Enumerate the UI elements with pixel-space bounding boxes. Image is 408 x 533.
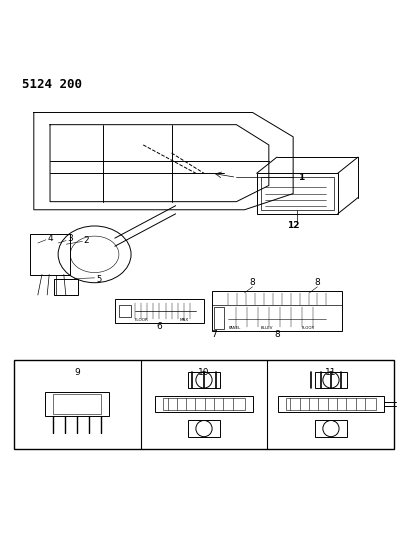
Text: 12: 12 — [287, 222, 299, 230]
Bar — [53, 394, 101, 414]
Bar — [44, 392, 109, 416]
Bar — [212, 291, 342, 332]
Bar — [315, 372, 347, 388]
Text: 8: 8 — [315, 278, 320, 287]
Text: 5: 5 — [96, 275, 101, 284]
Text: MAX: MAX — [180, 318, 189, 322]
Bar — [115, 299, 204, 323]
Bar — [257, 173, 338, 214]
Text: FLOOR: FLOOR — [301, 326, 315, 330]
Text: 5124 200: 5124 200 — [22, 78, 82, 91]
Text: 3: 3 — [67, 235, 73, 244]
Text: 8: 8 — [250, 278, 255, 287]
Bar — [278, 396, 384, 413]
Bar — [214, 307, 224, 329]
Bar — [54, 279, 78, 295]
Bar — [188, 372, 220, 388]
Bar — [188, 421, 220, 437]
Bar — [119, 305, 131, 317]
Text: 11: 11 — [325, 368, 337, 377]
Text: BI-LEV: BI-LEV — [261, 326, 273, 330]
Text: 10: 10 — [198, 368, 210, 377]
Text: 4: 4 — [47, 233, 53, 243]
Text: 8: 8 — [274, 330, 280, 340]
Text: 9: 9 — [74, 368, 80, 377]
Text: 1: 1 — [298, 173, 304, 182]
Text: PANEL: PANEL — [228, 326, 241, 330]
Text: 2: 2 — [84, 236, 89, 245]
Bar — [315, 421, 347, 437]
Bar — [155, 396, 253, 413]
Bar — [286, 398, 375, 410]
Text: 6: 6 — [157, 322, 162, 332]
Bar — [13, 360, 395, 449]
Text: FLOOR: FLOOR — [135, 318, 149, 322]
Bar — [164, 398, 244, 410]
Bar — [30, 234, 70, 274]
Text: 7: 7 — [211, 330, 217, 340]
Bar — [261, 177, 334, 210]
